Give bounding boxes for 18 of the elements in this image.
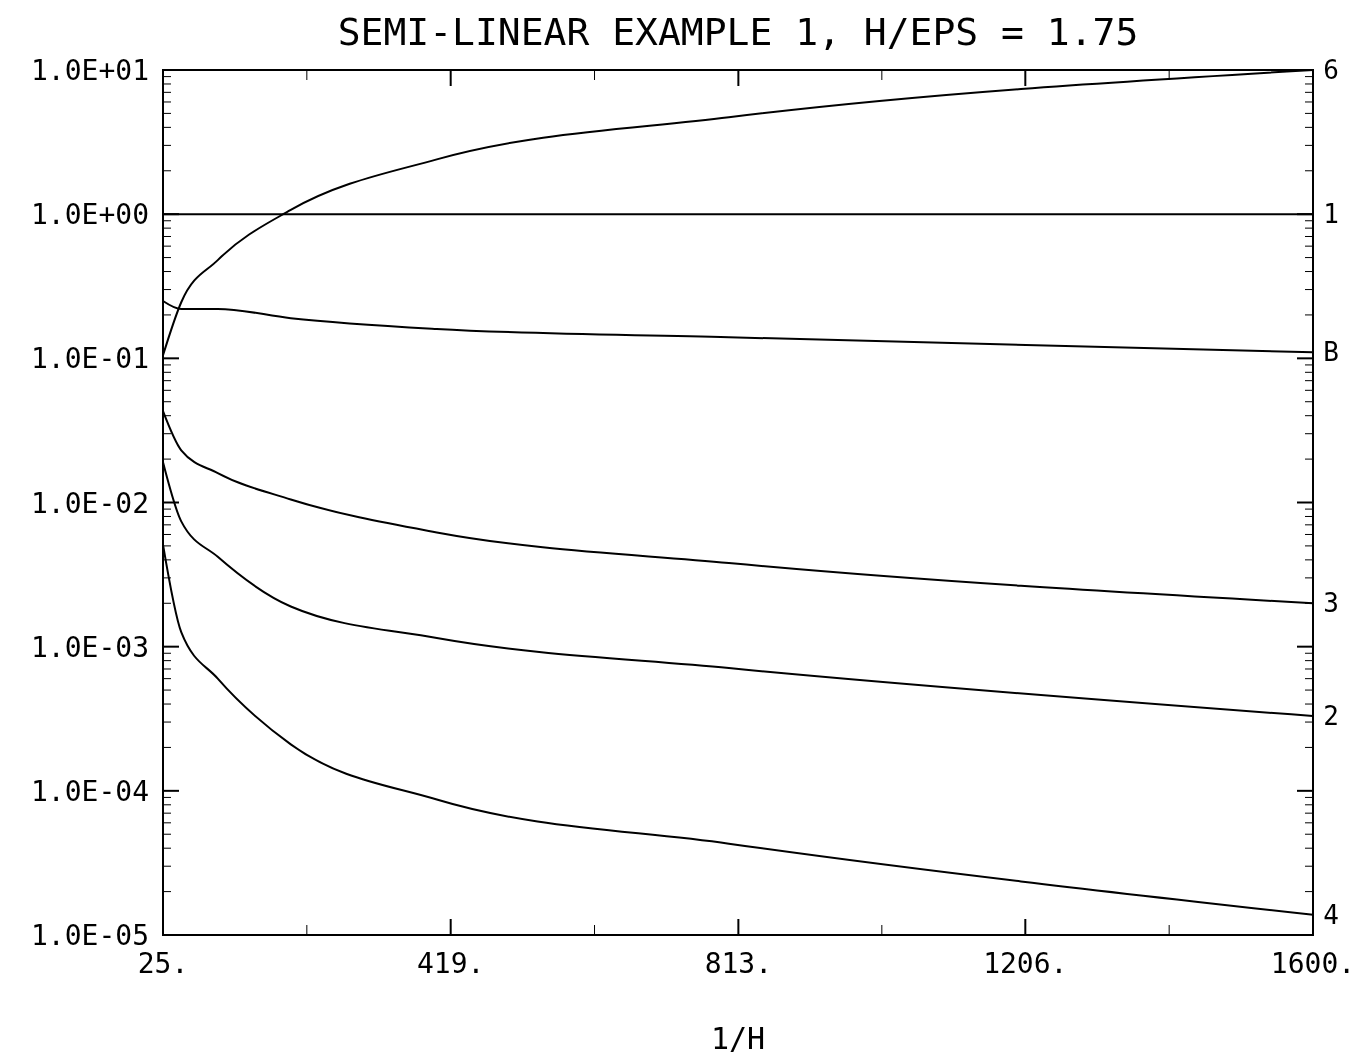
x-tick-label: 1600. bbox=[1270, 947, 1356, 980]
x-tick-label: 419. bbox=[416, 947, 485, 980]
y-tick-label: 1.0E+01 bbox=[30, 54, 149, 87]
y-tick-label: 1.0E+00 bbox=[30, 198, 149, 232]
y-tick-label: 1.0E-01 bbox=[30, 342, 149, 376]
x-tick-label: 1206. bbox=[983, 947, 1068, 980]
legend-label: 6 bbox=[1323, 55, 1339, 85]
legend-label: 3 bbox=[1323, 588, 1339, 619]
legend-label: 2 bbox=[1323, 701, 1339, 732]
y-tick-label: 1.0E-04 bbox=[30, 774, 149, 808]
y-tick-label: 1.0E-02 bbox=[30, 486, 149, 520]
chart-title: SEMI-LINEAR EXAMPLE 1, H/EPS = 1.75 bbox=[337, 10, 1139, 54]
x-axis-title: 1/H bbox=[710, 1021, 766, 1056]
legend-label: B bbox=[1323, 337, 1339, 368]
legend-label: 1 bbox=[1323, 199, 1339, 230]
y-tick-label: 1.0E-03 bbox=[30, 630, 149, 664]
x-tick-label: 813. bbox=[704, 947, 773, 980]
series-label: 4 bbox=[1323, 899, 1339, 930]
